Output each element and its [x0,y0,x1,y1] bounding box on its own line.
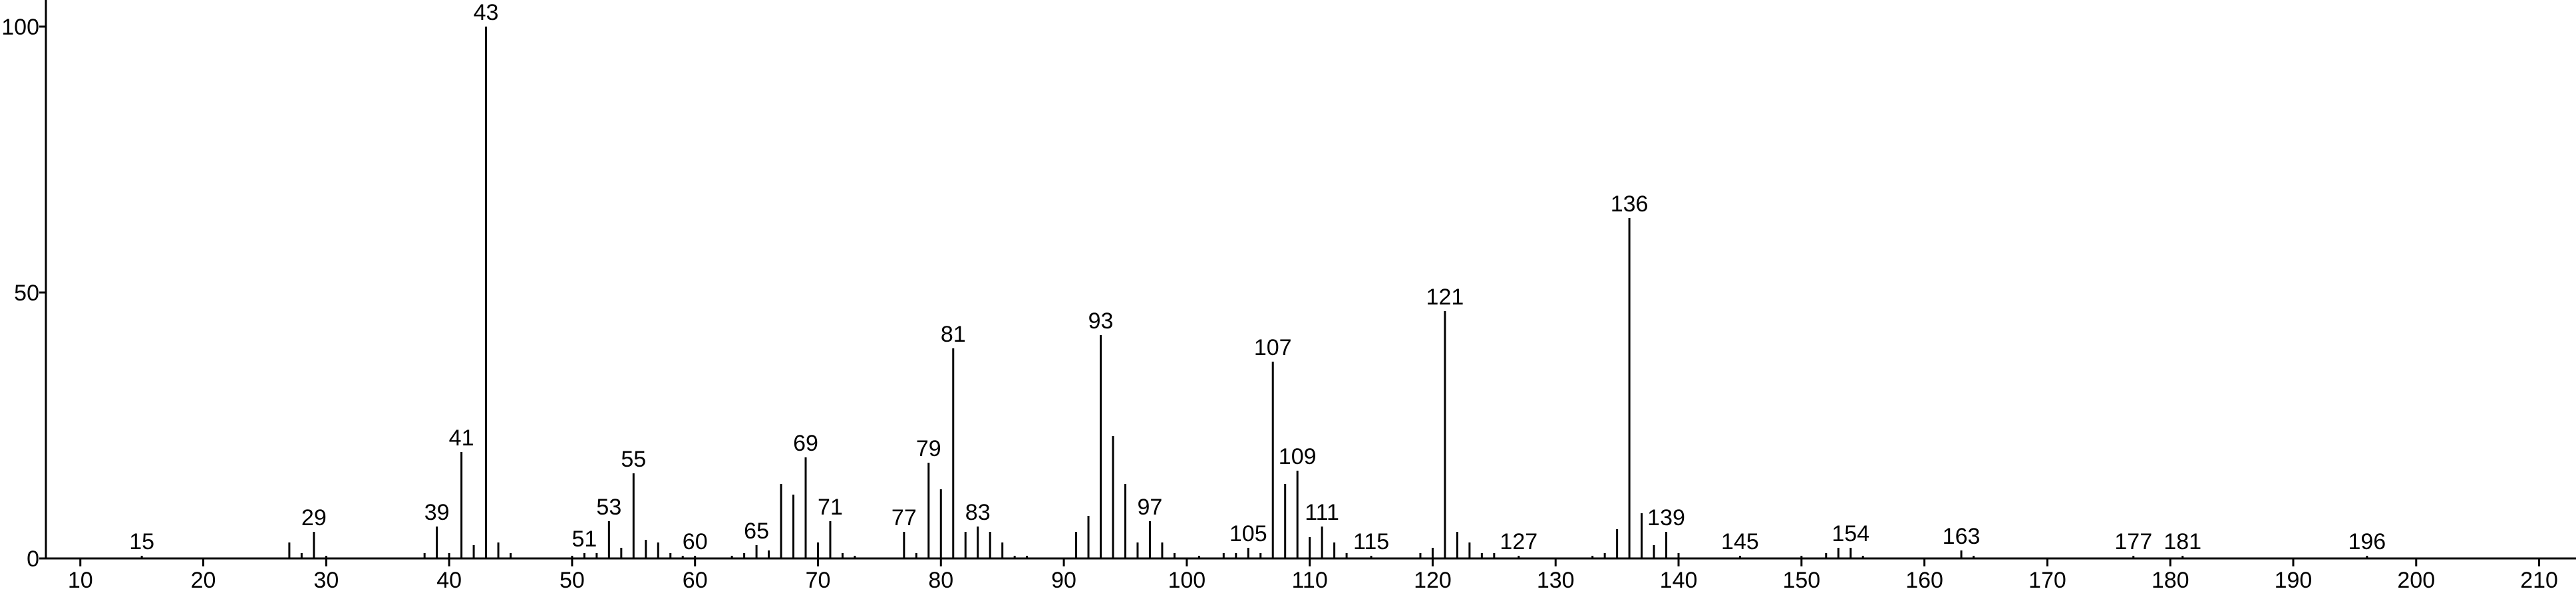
peak-label: 65 [744,519,769,544]
peak-label: 15 [129,529,154,554]
peak-label: 71 [818,495,843,520]
peak-label: 127 [1500,529,1537,554]
peak-label: 81 [941,322,966,347]
peak-label: 97 [1138,495,1163,520]
peak-label: 51 [571,527,597,552]
x-tick-label: 40 [436,568,462,593]
peak-label: 79 [916,436,941,461]
y-tick-label: 100 [1,15,39,40]
x-tick-label: 160 [1905,568,1943,593]
peak-label: 109 [1279,444,1317,469]
peak-label: 139 [1647,505,1685,531]
y-tick-label: 50 [14,281,39,306]
peak-label: 163 [1943,524,1981,549]
x-tick-label: 30 [313,568,339,593]
x-tick-label: 20 [191,568,216,593]
peak-label: 154 [1832,521,1869,546]
x-tick-label: 60 [683,568,708,593]
x-tick-label: 200 [2397,568,2435,593]
peak-label: 60 [683,529,708,554]
peak-label: 69 [793,431,818,456]
x-tick-label: 100 [1168,568,1206,593]
peak-label: 105 [1229,521,1267,546]
peak-label: 93 [1088,308,1114,334]
peak-label: 177 [2114,529,2152,554]
x-tick-label: 150 [1782,568,1820,593]
peak-label: 53 [596,495,621,520]
x-tick-label: 120 [1414,568,1452,593]
x-tick-label: 70 [806,568,831,593]
peak-label: 29 [301,505,327,531]
peak-label: 107 [1254,335,1292,360]
x-tick-label: 140 [1660,568,1698,593]
x-tick-label: 190 [2275,568,2313,593]
peak-label: 145 [1721,529,1759,554]
x-tick-label: 110 [1292,568,1328,593]
peak-label: 41 [449,425,474,451]
peak-label: 181 [2164,529,2201,554]
peak-label: 83 [965,500,991,525]
peak-label: 136 [1611,191,1649,217]
x-tick-label: 50 [560,568,585,593]
peak-label: 115 [1353,529,1389,554]
x-tick-label: 170 [2028,568,2066,593]
x-tick-label: 180 [2152,568,2189,593]
x-tick-label: 90 [1051,568,1076,593]
peak-label: 121 [1426,285,1464,310]
peak-label: 55 [621,447,646,472]
peak-label: 39 [424,500,450,525]
peak-label: 196 [2348,529,2386,554]
x-tick-label: 130 [1537,568,1575,593]
x-tick-label: 210 [2520,568,2558,593]
peak-label: 111 [1305,500,1339,525]
y-tick-label: 0 [27,546,39,572]
peak-label: 43 [474,0,499,25]
x-tick-label: 80 [928,568,953,593]
peak-label: 77 [891,505,917,531]
x-tick-label: 10 [68,568,93,593]
